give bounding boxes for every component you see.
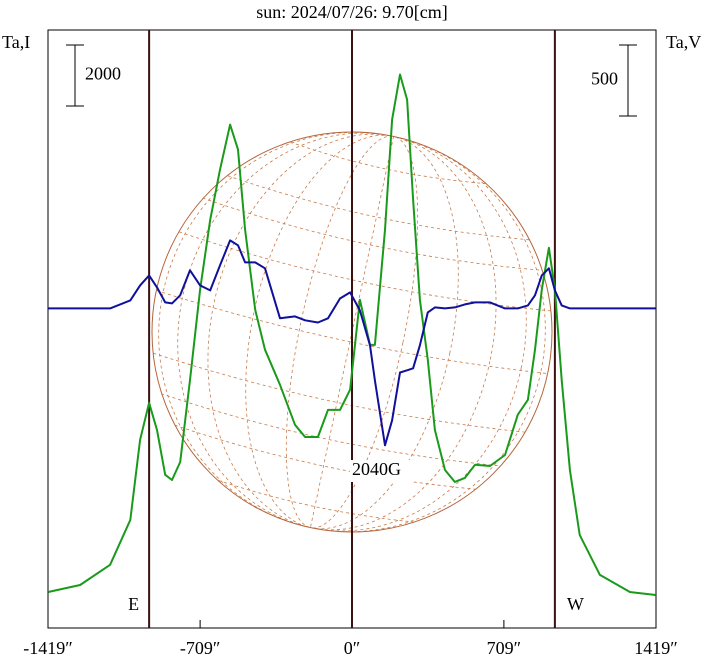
x-tick-label: 709″ <box>487 638 522 658</box>
marker-label: W <box>567 594 584 614</box>
scale-bar-label: 2000 <box>85 64 121 84</box>
series-line <box>48 239 656 447</box>
y-axis-label: Ta,I <box>2 32 30 52</box>
y2-axis-label: Ta,V <box>666 32 701 52</box>
chart-title: sun: 2024/07/26: 9.70[cm] <box>256 2 448 22</box>
x-tick-label: -1419″ <box>23 638 73 658</box>
x-tick-label: -709″ <box>180 638 221 658</box>
x-tick-label: 0″ <box>344 638 361 658</box>
annotation-bg <box>350 460 414 482</box>
annotation: 2040G <box>352 459 401 479</box>
marker-label: E <box>128 594 139 614</box>
x-tick-label: 1419″ <box>634 638 678 658</box>
scale-bar-label: 500 <box>591 69 618 89</box>
